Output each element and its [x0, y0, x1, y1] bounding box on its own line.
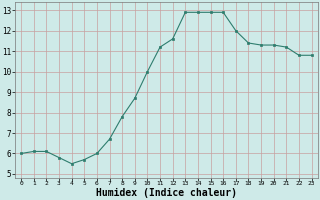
X-axis label: Humidex (Indice chaleur): Humidex (Indice chaleur) — [96, 188, 237, 198]
